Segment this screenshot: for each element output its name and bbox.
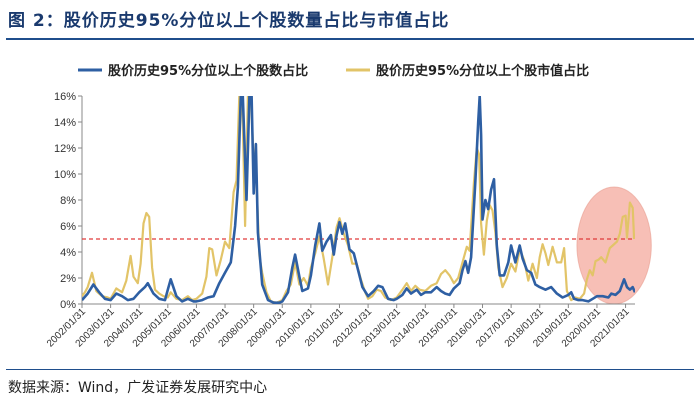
y-tick-label: 12%: [54, 143, 76, 155]
legend-label: 股价历史95%分位以上个股数占比: [108, 63, 308, 79]
title-divider: [6, 38, 694, 40]
y-tick-label: 14%: [54, 117, 76, 129]
legend-label: 股价历史95%分位以上个股市值占比: [376, 63, 589, 79]
legend: 股价历史95%分位以上个股数占比 股价历史95%分位以上个股市值占比: [78, 63, 589, 79]
y-tick-label: 10%: [54, 169, 76, 181]
y-tick-label: 16%: [54, 91, 76, 103]
y-tick-label: 8%: [60, 195, 76, 207]
line-chart: 0%2%4%6%8%10%12%14%16%2002/01/312003/01/…: [45, 63, 652, 350]
y-tick-label: 2%: [60, 273, 76, 285]
series-lines: [82, 96, 635, 304]
y-tick-label: 0%: [60, 299, 76, 311]
figure-title: 图 2：股价历史95%分位以上个股数量占比与市值占比: [8, 11, 450, 31]
series-line-stock-count: [82, 96, 635, 304]
footer-divider: [6, 369, 694, 370]
y-tick-label: 6%: [60, 221, 76, 233]
y-tick-label: 4%: [60, 247, 76, 259]
source-note: 数据来源：Wind，广发证券发展研究中心: [8, 380, 268, 396]
